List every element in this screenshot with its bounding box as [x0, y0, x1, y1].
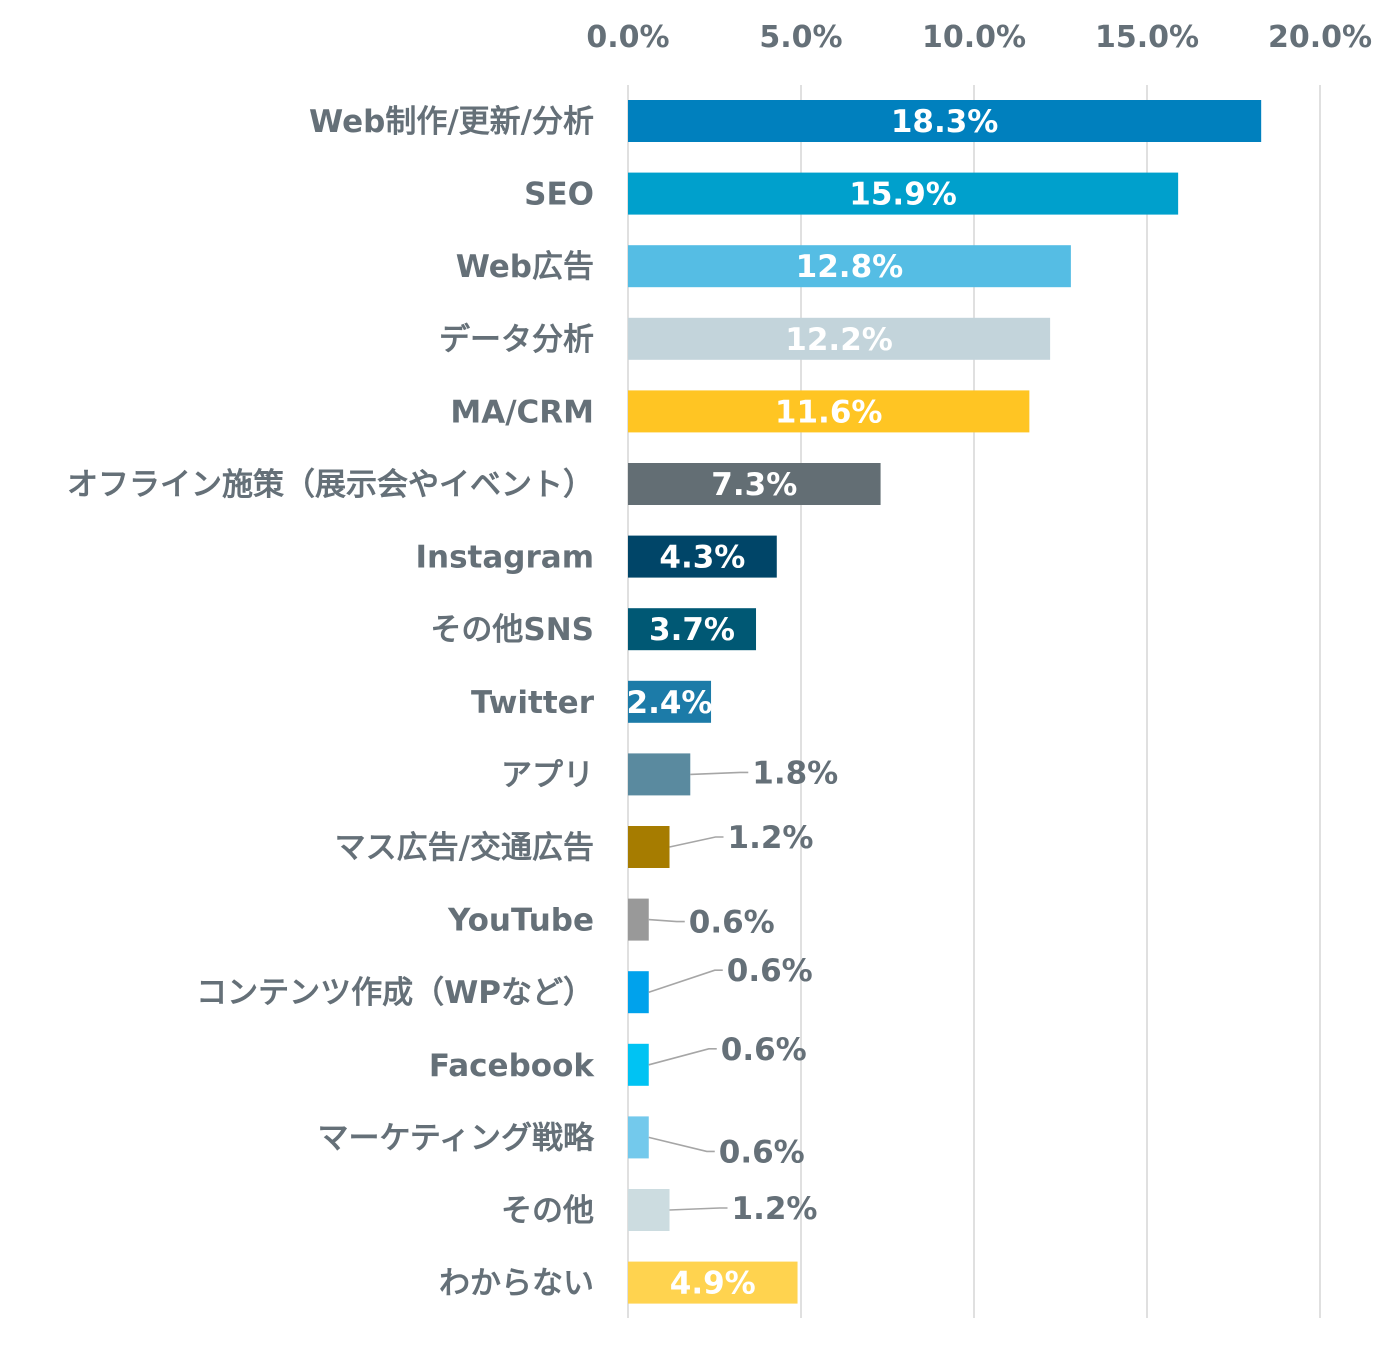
leader-line: [669, 1207, 728, 1211]
bar: [628, 826, 670, 868]
bar: [628, 753, 691, 796]
bar: [628, 898, 649, 941]
bar: [628, 100, 1262, 142]
bar: [628, 172, 1179, 215]
category-label: Facebook: [429, 1048, 595, 1084]
bar: [628, 463, 881, 505]
category-label: Twitter: [471, 685, 595, 721]
category-label: Web広告: [456, 249, 594, 285]
leader-line: [669, 836, 724, 848]
category-label: YouTube: [447, 903, 594, 939]
bar: [628, 317, 1051, 360]
bar: [628, 1189, 670, 1231]
gridlines: [627, 85, 1321, 1318]
data-label: 12.2%: [785, 322, 893, 358]
data-label: 12.8%: [796, 249, 904, 285]
bar: [628, 535, 777, 578]
bar: [628, 245, 1071, 288]
x-tick-label: 20.0%: [1268, 20, 1372, 55]
leader-line: [648, 1048, 717, 1066]
data-label: 11.6%: [775, 394, 883, 430]
category-label: わからない: [439, 1266, 594, 1302]
bar: [628, 1043, 649, 1086]
data-label: 0.6%: [727, 953, 813, 989]
data-label: 15.9%: [849, 177, 957, 213]
data-label: 1.2%: [732, 1191, 818, 1227]
data-label: 1.2%: [728, 820, 814, 856]
data-label: 3.7%: [649, 612, 735, 648]
data-label: 0.6%: [689, 905, 775, 941]
x-tick-label: 15.0%: [1095, 20, 1199, 55]
data-label: 7.3%: [711, 467, 797, 503]
category-label: コンテンツ作成（WPなど）: [196, 975, 594, 1011]
x-tick-label: 5.0%: [759, 20, 842, 55]
bar: [628, 608, 757, 651]
category-label: SEO: [524, 177, 594, 213]
category-label: データ分析: [439, 322, 594, 358]
data-label: 1.8%: [752, 755, 838, 791]
data-label: 4.9%: [670, 1266, 756, 1302]
data-label: 4.3%: [659, 540, 745, 576]
category-label: オフライン施策（展示会やイベント）: [67, 467, 594, 503]
leader-line: [690, 771, 749, 776]
x-axis-ticks: 0.0% 5.0% 10.0% 15.0% 20.0%: [586, 20, 1372, 55]
category-label: マス広告/交通広告: [335, 830, 594, 866]
data-label: 0.6%: [719, 1134, 805, 1170]
x-tick-label: 10.0%: [922, 20, 1026, 55]
category-label: Web制作/更新/分析: [309, 104, 594, 140]
bar: [628, 680, 712, 723]
bar: [628, 1261, 798, 1304]
category-label: その他SNS: [430, 612, 594, 648]
bar: [628, 390, 1030, 433]
category-label: アプリ: [501, 757, 594, 793]
x-tick-label: 0.0%: [586, 20, 669, 55]
data-labels: 18.3% 15.9% 12.8% 12.2% 11.6% 7.3% 4.3% 3.7% 2.4…: [627, 104, 999, 1302]
bar: [628, 971, 649, 1014]
category-label: その他: [501, 1193, 594, 1229]
data-label: 0.6%: [721, 1032, 807, 1068]
category-label: MA/CRM: [450, 394, 594, 430]
category-label: Instagram: [416, 540, 595, 576]
leader-line: [648, 918, 685, 923]
category-label: マーケティング戦略: [317, 1120, 595, 1156]
leader-line: [648, 1136, 715, 1153]
data-label: 18.3%: [891, 104, 999, 140]
data-label: 2.4%: [627, 685, 713, 721]
bar: [628, 1116, 649, 1159]
bars: [628, 100, 1262, 1304]
leader-line: [648, 969, 723, 993]
